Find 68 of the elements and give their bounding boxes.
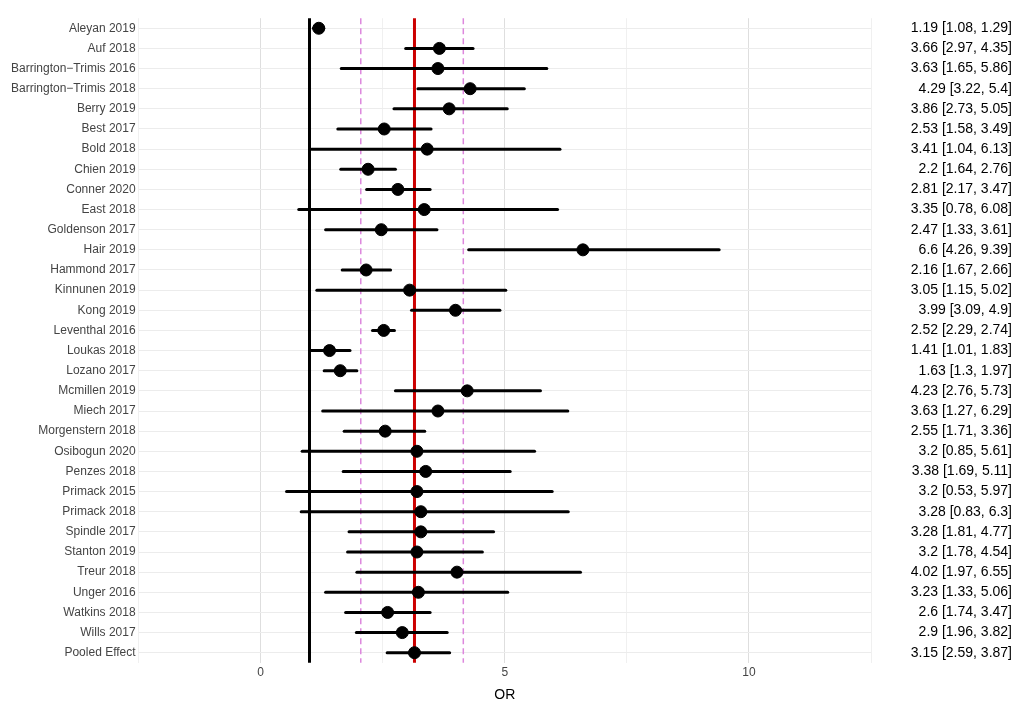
data-label: 4.29 [3.22, 5.4]	[918, 79, 1012, 96]
data-label: 3.15 [2.59, 3.87]	[910, 643, 1012, 660]
y-tick-label: Chien 2019	[74, 161, 136, 176]
data-label: 2.47 [1.33, 3.61]	[910, 220, 1012, 237]
y-tick-label: Lozano 2017	[66, 363, 136, 378]
data-label: 2.52 [2.29, 2.74]	[910, 321, 1012, 338]
y-tick-label: East 2018	[81, 201, 136, 216]
x-tick-label: 0	[257, 665, 265, 680]
y-tick-label: Hair 2019	[83, 242, 136, 257]
data-label: 3.2 [0.53, 5.97]	[918, 482, 1012, 499]
data-label: 3.05 [1.15, 5.02]	[910, 281, 1012, 297]
y-tick-label: Spindle 2017	[65, 524, 136, 539]
y-tick-label: Mcmillen 2019	[58, 383, 136, 398]
data-label: 3.2 [1.78, 4.54]	[918, 542, 1012, 559]
data-label: 3.66 [2.97, 4.35]	[910, 39, 1012, 56]
y-tick-label: Primack 2015	[62, 483, 136, 498]
data-label: 3.28 [0.83, 6.3]	[918, 502, 1012, 519]
data-label: 2.81 [2.17, 3.47]	[910, 180, 1012, 197]
y-tick-label: Best 2017	[81, 121, 136, 136]
y-tick-label: Pooled Effect	[64, 645, 137, 660]
y-tick-label: Goldenson 2017	[47, 222, 136, 237]
y-tick-label: Kong 2019	[77, 302, 136, 317]
data-label: 2.55 [1.71, 3.36]	[910, 422, 1012, 439]
y-tick-label: Watkins 2018	[63, 604, 136, 619]
y-tick-label: Hammond 2017	[50, 262, 136, 277]
y-tick-label: Morgenstern 2018	[38, 423, 136, 438]
data-label: 3.28 [1.81, 4.77]	[910, 522, 1012, 539]
data-label: 3.41 [1.04, 6.13]	[910, 139, 1012, 156]
data-label: 2.16 [1.67, 2.66]	[910, 260, 1012, 277]
y-tick-label: Leventhal 2016	[53, 322, 136, 337]
data-label: 1.63 [1.3, 1.97]	[918, 361, 1012, 378]
data-label: 3.2 [0.85, 5.61]	[918, 442, 1012, 459]
y-tick-label: Loukas 2018	[66, 342, 136, 357]
data-label: 3.86 [2.73, 5.05]	[910, 99, 1012, 116]
x-tick-label: 5	[501, 665, 509, 680]
y-tick-label: Miech 2017	[73, 403, 136, 418]
x-axis-title: OR	[494, 686, 516, 703]
data-label: 6.6 [4.26, 9.39]	[918, 240, 1012, 257]
y-tick-label: Berry 2019	[76, 101, 136, 116]
data-label: 4.02 [1.97, 6.55]	[910, 563, 1012, 580]
y-tick-label: Unger 2016	[72, 584, 136, 599]
data-label: 3.63 [1.27, 6.29]	[910, 401, 1012, 418]
y-tick-label: Aleyan 2019	[68, 20, 136, 35]
y-tick-label: Kinnunen 2019	[54, 282, 136, 297]
y-tick-label: Treur 2018	[77, 564, 136, 579]
data-label: 3.35 [0.78, 6.08]	[910, 200, 1012, 217]
y-tick-label: Penzes 2018	[65, 463, 136, 478]
y-tick-label: Osibogun 2020	[54, 443, 136, 458]
y-tick-label: Primack 2018	[62, 504, 136, 519]
x-tick-label: 10	[742, 665, 756, 680]
data-label: 1.41 [1.01, 1.83]	[910, 341, 1012, 358]
data-label: 2.9 [1.96, 3.82]	[918, 623, 1012, 640]
data-label: 2.6 [1.74, 3.47]	[918, 603, 1012, 620]
data-label: 1.19 [1.08, 1.29]	[910, 19, 1012, 36]
data-label: 4.23 [2.76, 5.73]	[910, 381, 1012, 398]
data-label: 2.53 [1.58, 3.49]	[910, 119, 1012, 136]
y-tick-label: Conner 2020	[66, 181, 136, 196]
y-tick-label: Auf 2018	[87, 40, 136, 55]
y-tick-label: Barrington−Trimis 2018	[10, 81, 136, 96]
data-label: 3.23 [1.33, 5.06]	[910, 583, 1012, 600]
y-tick-label: Barrington−Trimis 2016	[10, 60, 136, 75]
data-label: 3.38 [1.69, 5.11]	[911, 462, 1012, 479]
data-label: 3.63 [1.65, 5.86]	[910, 59, 1012, 76]
y-tick-label: Stanton 2019	[64, 544, 136, 559]
data-label: 2.2 [1.64, 2.76]	[918, 160, 1012, 177]
y-tick-label: Bold 2018	[81, 141, 136, 156]
data-label: 3.99 [3.09, 4.9]	[918, 301, 1012, 318]
y-tick-label: Wills 2017	[80, 624, 136, 639]
